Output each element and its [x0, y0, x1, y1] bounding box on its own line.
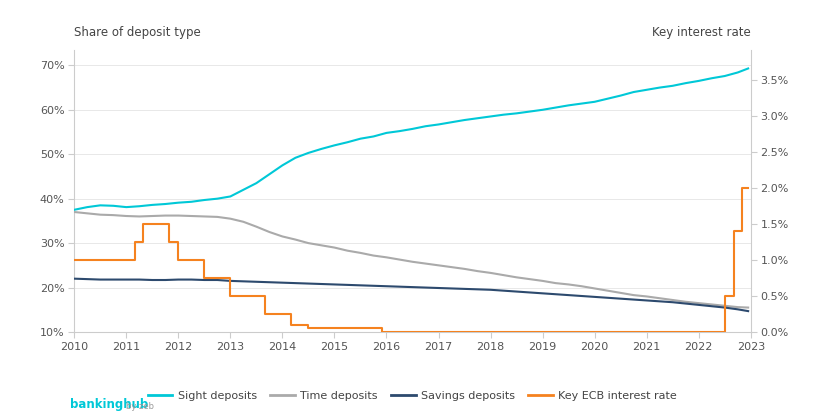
Legend: Sight deposits, Time deposits, Savings deposits, Key ECB interest rate: Sight deposits, Time deposits, Savings d…: [144, 386, 681, 405]
Text: bankinghub: bankinghub: [70, 398, 148, 411]
Text: by zeb: by zeb: [126, 402, 154, 411]
Text: Key interest rate: Key interest rate: [652, 25, 751, 39]
Text: Share of deposit type: Share of deposit type: [74, 25, 201, 39]
